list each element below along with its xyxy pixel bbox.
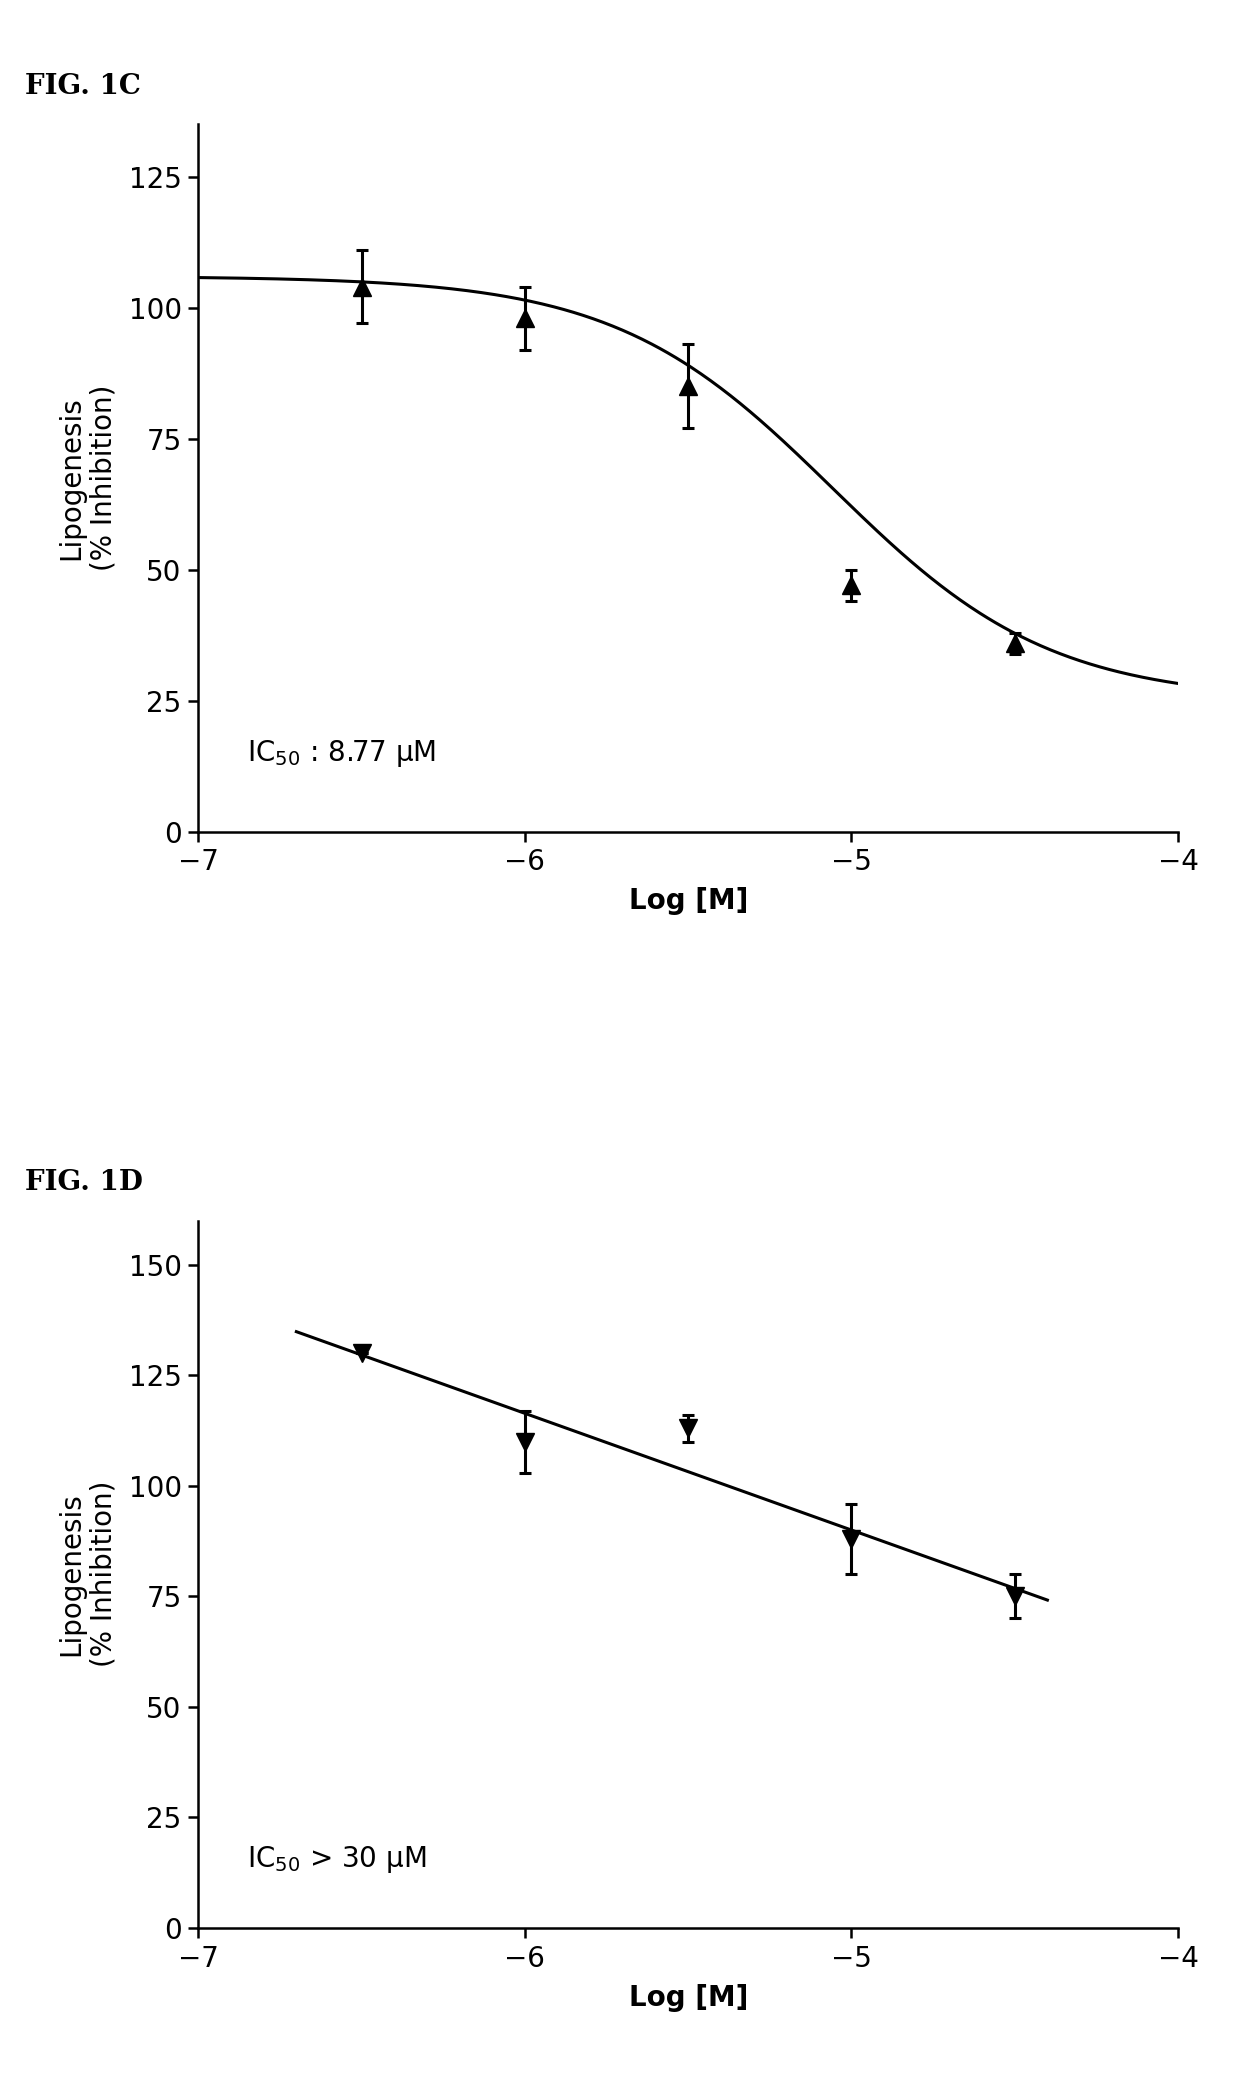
X-axis label: Log [M]: Log [M] [629, 887, 748, 916]
Text: FIG. 1C: FIG. 1C [25, 73, 140, 100]
X-axis label: Log [M]: Log [M] [629, 1984, 748, 2011]
Y-axis label: Lipogenesis
(% Inhibition): Lipogenesis (% Inhibition) [57, 1480, 118, 1667]
Text: IC$_{50}$ : 8.77 μM: IC$_{50}$ : 8.77 μM [248, 738, 436, 769]
Text: FIG. 1D: FIG. 1D [25, 1169, 143, 1196]
Y-axis label: Lipogenesis
(% Inhibition): Lipogenesis (% Inhibition) [57, 386, 118, 572]
Text: IC$_{50}$ > 30 μM: IC$_{50}$ > 30 μM [248, 1843, 427, 1874]
